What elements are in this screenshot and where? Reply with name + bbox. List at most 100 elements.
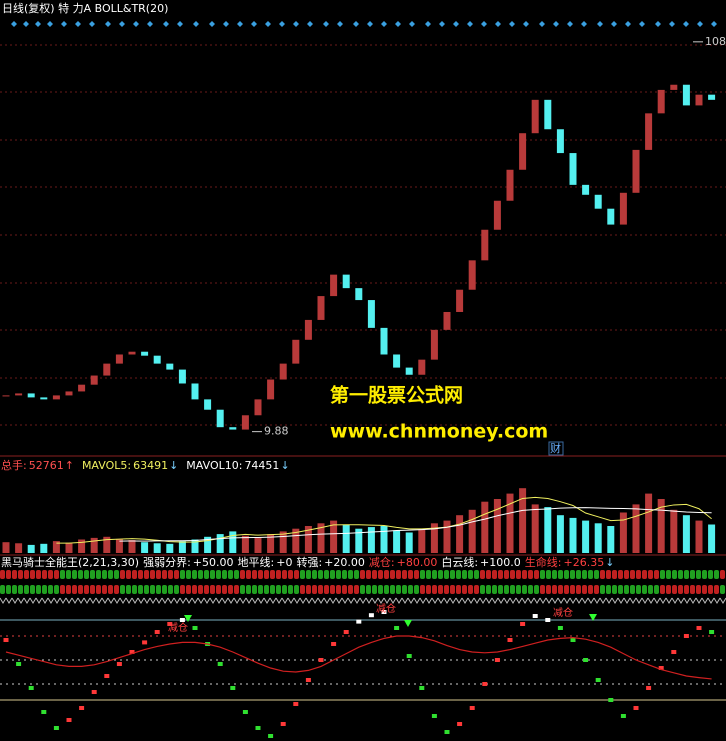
candle-down <box>141 351 149 356</box>
signal-strip <box>102 585 107 594</box>
oscillator-point <box>570 638 576 642</box>
zigzag <box>683 597 691 604</box>
signal-strip <box>234 570 239 579</box>
signal-strip <box>648 570 653 579</box>
signal-strip <box>630 585 635 594</box>
oscillator-point <box>41 710 47 714</box>
signal-strip <box>660 570 665 579</box>
signal-strip <box>60 585 65 594</box>
level-value: +100.0 <box>480 556 521 569</box>
signal-strip <box>288 585 293 594</box>
signal-strip <box>426 585 431 594</box>
zigzag <box>215 597 223 604</box>
signal-strip <box>498 585 503 594</box>
signal-strip <box>438 570 443 579</box>
marker-diamond <box>337 21 343 27</box>
volume-bar <box>241 535 249 553</box>
signal-strip <box>6 570 11 579</box>
signal-strip <box>720 570 725 579</box>
signal-strip <box>174 570 179 579</box>
oscillator-point <box>154 630 160 634</box>
signal-strip <box>204 585 209 594</box>
signal-strip <box>384 585 389 594</box>
signal-strip <box>198 585 203 594</box>
zigzag <box>389 597 397 604</box>
marker-diamond <box>395 21 401 27</box>
candle-up <box>90 375 98 385</box>
candle-down <box>367 300 375 328</box>
signal-strip <box>504 570 509 579</box>
marker-diamond <box>61 21 67 27</box>
zigzag <box>65 597 73 604</box>
signal-strip <box>714 570 719 579</box>
zigzag <box>203 597 211 604</box>
signal-strip <box>150 585 155 594</box>
marker-diamond <box>409 21 415 27</box>
oscillator-point <box>457 722 463 726</box>
oscillator-point <box>230 686 236 690</box>
zigzag <box>533 597 541 604</box>
candle-down <box>27 393 35 398</box>
level-value: +20.00 <box>324 556 365 569</box>
signal-strip <box>156 585 161 594</box>
life-name: 生命线: <box>525 555 562 569</box>
signal-strip <box>276 570 281 579</box>
candle-down <box>594 194 602 209</box>
zigzag <box>713 597 721 604</box>
zigzag <box>359 597 367 604</box>
signal-strip <box>30 585 35 594</box>
signal-strip <box>396 585 401 594</box>
oscillator-point <box>532 614 538 618</box>
signal-strip <box>666 585 671 594</box>
signal-strip <box>306 585 311 594</box>
signal-strip <box>330 570 335 579</box>
zigzag <box>695 597 703 604</box>
signal-strip <box>372 570 377 579</box>
marker-diamond <box>47 21 53 27</box>
signal-strip <box>234 585 239 594</box>
candle-up <box>65 391 73 396</box>
marker-diamond <box>75 21 81 27</box>
zigzag <box>173 597 181 604</box>
signal-strip <box>156 570 161 579</box>
signal-strip <box>720 585 725 594</box>
marker-diamond <box>481 21 487 27</box>
signal-strip <box>684 585 689 594</box>
signal-strip <box>228 585 233 594</box>
signal-strip <box>438 585 443 594</box>
oscillator-point <box>381 610 387 614</box>
volume-bar <box>682 515 690 553</box>
signal-strip <box>534 570 539 579</box>
candle-up <box>506 169 514 201</box>
indicator-title: 黑马骑士全能王(2,21,3,30) <box>1 555 139 569</box>
marker-diamond <box>711 21 717 27</box>
zigzag <box>665 597 673 604</box>
zigzag <box>149 597 157 604</box>
zigzag <box>131 597 139 604</box>
zigzag <box>335 597 343 604</box>
zigzag <box>5 597 13 604</box>
volume-bar <box>15 543 23 553</box>
signal-strip <box>426 570 431 579</box>
signal-strip <box>246 570 251 579</box>
marker-diamond <box>467 21 473 27</box>
badge-box <box>548 441 564 456</box>
zigzag <box>503 597 511 604</box>
zigzag <box>569 597 577 604</box>
zigzag <box>407 597 415 604</box>
candle-down <box>544 99 552 130</box>
signal-strip <box>198 570 203 579</box>
candle-up <box>128 351 136 355</box>
candle-down <box>191 383 199 400</box>
candle-up <box>430 329 438 360</box>
volume-bar <box>254 537 262 553</box>
zigzag <box>527 597 535 604</box>
signal-strip <box>270 585 275 594</box>
signal-strip <box>576 570 581 579</box>
oscillator-point <box>646 686 652 690</box>
candle-up <box>304 319 312 340</box>
signal-strip <box>582 570 587 579</box>
signal-strip <box>444 585 449 594</box>
volume-bar <box>695 520 703 553</box>
zigzag <box>257 597 265 604</box>
